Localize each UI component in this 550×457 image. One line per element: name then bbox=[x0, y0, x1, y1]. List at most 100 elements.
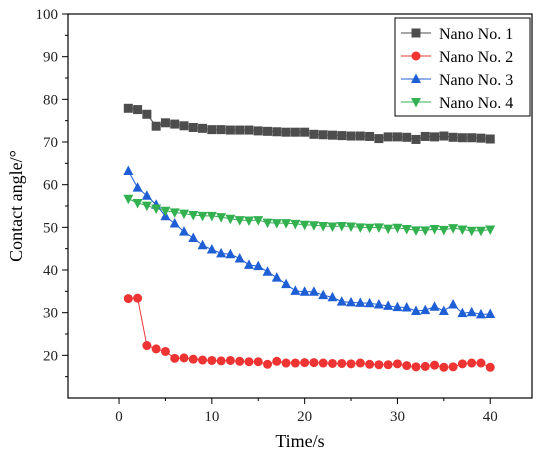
data-point bbox=[346, 131, 356, 141]
data-point bbox=[420, 226, 431, 236]
data-point bbox=[160, 206, 171, 217]
data-point bbox=[439, 362, 449, 372]
data-point bbox=[374, 360, 384, 370]
data-point bbox=[188, 210, 199, 221]
data-point bbox=[300, 358, 310, 368]
legend: Nano No. 1 Nano No. 2 Nano No. 3 Nano No. 4 bbox=[394, 17, 531, 117]
data-point bbox=[485, 134, 495, 144]
x-tick-label: 20 bbox=[297, 409, 312, 425]
data-point bbox=[475, 226, 486, 237]
data-point bbox=[234, 252, 245, 263]
data-point bbox=[457, 307, 468, 318]
data-point bbox=[411, 362, 421, 372]
data-point bbox=[290, 219, 301, 230]
data-point bbox=[467, 358, 477, 368]
series-3 bbox=[123, 165, 496, 319]
data-point bbox=[337, 131, 347, 141]
data-point bbox=[281, 127, 291, 137]
data-point bbox=[401, 225, 412, 235]
legend-label: Nano No. 2 bbox=[439, 49, 513, 66]
legend-item: Nano No. 3 bbox=[401, 72, 513, 89]
series-1 bbox=[123, 103, 495, 144]
data-point bbox=[243, 259, 254, 269]
data-point bbox=[336, 222, 347, 232]
data-point bbox=[327, 358, 337, 368]
data-point bbox=[244, 125, 254, 135]
y-tick-label: 70 bbox=[43, 135, 58, 151]
y-tick-label: 50 bbox=[43, 220, 58, 236]
data-point bbox=[392, 223, 403, 234]
data-point bbox=[235, 356, 245, 366]
data-point bbox=[457, 359, 467, 369]
series-line bbox=[128, 297, 491, 368]
x-tick-label: 0 bbox=[115, 409, 123, 425]
data-point bbox=[198, 355, 208, 365]
data-point bbox=[355, 131, 365, 141]
data-point bbox=[179, 209, 189, 220]
data-point bbox=[457, 133, 467, 143]
data-point bbox=[262, 266, 273, 276]
data-point bbox=[383, 224, 394, 235]
data-point bbox=[365, 131, 375, 141]
data-point bbox=[179, 353, 189, 363]
data-point bbox=[225, 355, 235, 365]
data-point bbox=[253, 260, 264, 271]
x-tick-label: 10 bbox=[204, 409, 219, 425]
legend-label: Nano No. 4 bbox=[439, 95, 513, 112]
data-point bbox=[197, 239, 208, 250]
data-point bbox=[142, 109, 152, 119]
data-point bbox=[179, 121, 189, 131]
data-point bbox=[142, 341, 152, 351]
data-point bbox=[160, 118, 170, 128]
data-point bbox=[290, 285, 301, 295]
data-point bbox=[225, 248, 236, 259]
data-point bbox=[151, 121, 161, 131]
data-point bbox=[430, 132, 440, 142]
data-point bbox=[253, 357, 263, 367]
data-point bbox=[123, 103, 133, 113]
legend-marker bbox=[411, 73, 421, 83]
y-tick-label: 60 bbox=[43, 178, 58, 194]
data-point bbox=[401, 302, 412, 312]
data-point bbox=[383, 300, 394, 310]
data-point bbox=[253, 126, 263, 136]
legend-marker bbox=[411, 28, 421, 38]
plot-area bbox=[123, 103, 496, 372]
data-point bbox=[430, 360, 440, 370]
data-point bbox=[365, 359, 375, 369]
data-point bbox=[123, 294, 133, 304]
data-point bbox=[420, 131, 430, 141]
data-point bbox=[448, 132, 458, 142]
data-point bbox=[438, 305, 449, 315]
legend-label: Nano No. 1 bbox=[439, 26, 513, 43]
data-point bbox=[392, 301, 403, 312]
data-point bbox=[169, 217, 180, 228]
data-point bbox=[420, 361, 430, 371]
data-point bbox=[355, 297, 366, 307]
data-point bbox=[235, 125, 245, 135]
data-point bbox=[151, 204, 162, 215]
data-point bbox=[141, 190, 152, 200]
y-tick-label: 100 bbox=[36, 7, 59, 23]
legend-item: Nano No. 4 bbox=[401, 95, 513, 112]
data-point bbox=[448, 224, 459, 234]
data-point bbox=[308, 286, 319, 296]
y-axis-title: Contact angle/° bbox=[6, 150, 26, 262]
data-point bbox=[485, 362, 495, 372]
data-point bbox=[299, 220, 310, 231]
data-point bbox=[132, 199, 143, 209]
data-point bbox=[448, 362, 458, 372]
series-2 bbox=[123, 293, 495, 372]
data-point bbox=[290, 127, 300, 137]
data-point bbox=[448, 299, 459, 309]
data-point bbox=[271, 219, 282, 229]
data-point bbox=[438, 225, 449, 236]
data-point bbox=[206, 244, 217, 254]
series-line bbox=[127, 170, 491, 315]
y-tick-label: 40 bbox=[43, 263, 58, 279]
series-4 bbox=[123, 194, 496, 237]
data-point bbox=[439, 131, 449, 141]
data-point bbox=[299, 286, 310, 296]
data-point bbox=[327, 291, 338, 302]
